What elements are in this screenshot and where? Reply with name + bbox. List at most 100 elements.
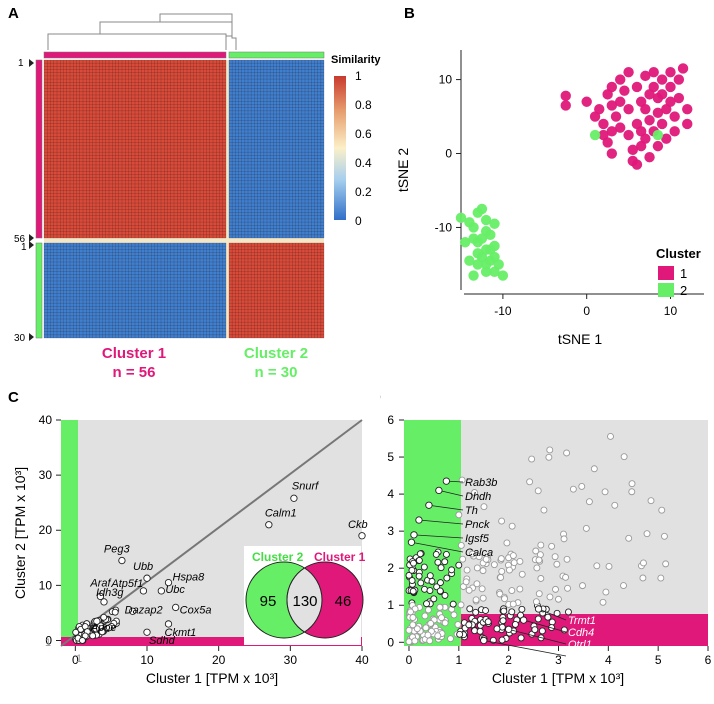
scatter-d-point <box>548 618 556 626</box>
scatter-d-point <box>420 563 428 571</box>
scatter-c-y-label: Cluster 2 [TPM x 10³] <box>12 467 28 599</box>
scatter-d-point <box>411 637 419 645</box>
panel-c-letter: C <box>8 389 19 406</box>
scatter-d-point <box>537 575 545 582</box>
tsne-point-cluster2 <box>589 129 601 141</box>
tsne-point-cluster2 <box>497 270 509 281</box>
scatter-d-point <box>503 539 511 547</box>
scatter-c-point <box>78 637 86 644</box>
scatter-d-point <box>500 607 508 615</box>
tsne-point-cluster1 <box>640 103 651 115</box>
scatter-d-point <box>605 563 613 570</box>
scatter-d-point <box>643 530 651 538</box>
scatter-d-point <box>479 567 487 575</box>
tsne-point-cluster1 <box>640 133 651 144</box>
scatter-d-point <box>548 542 556 550</box>
tsne-point-cluster2 <box>468 233 479 244</box>
tsne-y-label: tSNE 2 <box>395 148 411 193</box>
tsne-ticks: -10 0 10 10 0 -10 <box>435 73 678 318</box>
gene-leader-line <box>411 541 464 553</box>
gene-label-cdh4: Cdh4 <box>568 627 594 639</box>
scatter-d-point <box>516 585 524 593</box>
row-marker-30-arrow-icon <box>29 333 34 341</box>
panel-a: A 1 56 1 30 Similarity <box>8 5 381 381</box>
legend-label-cluster1: 1 <box>680 266 687 281</box>
scatter-d-point <box>417 579 425 587</box>
gene-leader-line <box>523 619 567 633</box>
colorbar-tick-0.6: 0.6 <box>355 127 372 141</box>
scatter-d-y-tick-label: 6 <box>387 413 394 427</box>
scatter-d-point <box>405 638 413 646</box>
scatter-d-point <box>546 446 554 454</box>
tsne-y-tick-label: -10 <box>435 220 453 234</box>
scatter-d-point <box>476 627 484 635</box>
scatter-c-point-snurf <box>290 494 298 502</box>
colorbar-tick-0.4: 0.4 <box>355 156 372 170</box>
scatter-d-point <box>442 550 450 558</box>
gene-label-dazap2: Dazap2 <box>125 604 163 616</box>
scatter-d-point <box>599 598 607 606</box>
scatter-d-point <box>426 572 434 580</box>
tsne-point-cluster1 <box>615 74 626 85</box>
gene-leader-line <box>438 490 464 497</box>
scatter-d-point <box>405 571 413 579</box>
scatter-c-point <box>111 608 119 616</box>
top-cluster2-bar <box>228 51 325 59</box>
scatter-d-point <box>569 485 577 493</box>
scatter-d-point <box>409 621 417 629</box>
scatter-d-point <box>471 489 478 496</box>
scatter-c-point-ubb <box>143 574 151 582</box>
tsne-point-cluster1 <box>656 118 668 130</box>
tsne-point-cluster1 <box>648 81 659 93</box>
scatter-d-point <box>562 573 570 581</box>
scatter-d-y-tick-label: 0 <box>387 635 394 649</box>
tsne-legend-title: Cluster <box>656 246 701 261</box>
tsne-point-cluster2 <box>455 212 467 224</box>
scatter-d-point <box>540 506 548 514</box>
scatter-d-point <box>544 613 552 621</box>
tsne-point-cluster2 <box>468 222 479 233</box>
gene-label-ckb: Ckb <box>348 519 368 531</box>
scatter-c-point-ckb <box>358 532 366 540</box>
gene-label-ckmt1: Ckmt1 <box>165 627 197 639</box>
scatter-d-point <box>457 601 465 609</box>
scatter-d-y-tick-label: 3 <box>387 524 394 538</box>
scatter-d-y-tick-label: 4 <box>387 487 394 501</box>
scatter-c-y-tick-label: 20 <box>39 523 53 537</box>
scatter-d-point <box>607 433 614 440</box>
scatter-c-point-araf <box>96 592 105 601</box>
scatter-c-point-atp5f1 <box>139 587 148 595</box>
gene-leader-line <box>538 608 567 621</box>
scatter-d-ticks: 0 1 2 3 4 5 6 6 5 4 3 2 1 0 <box>387 413 711 667</box>
scatter-d-point <box>449 600 457 608</box>
scatter-d-point <box>538 627 546 635</box>
colorbar-ticks: 1 0.8 0.6 0.4 0.2 0 <box>355 69 372 228</box>
gene-leader-line <box>418 519 464 525</box>
row-marker-1b-arrow-icon <box>29 241 34 249</box>
tsne-x-label: tSNE 1 <box>558 331 603 347</box>
scatter-d-point <box>430 595 438 603</box>
tsne-point-cluster1 <box>644 152 655 163</box>
scatter-d-x-label: Cluster 1 [TPM x 10³] <box>492 670 624 686</box>
panel-b-letter: B <box>404 5 415 22</box>
scatter-d-point <box>482 607 489 614</box>
scatter-d-point <box>409 587 417 595</box>
scatter-d-point <box>508 608 516 616</box>
gene-label-ubb: Ubb <box>133 561 153 573</box>
scatter-c-identity-line <box>60 419 363 647</box>
scatter-c-cluster2-zone <box>61 420 78 646</box>
scatter-d-x-tick-label: 4 <box>605 653 612 667</box>
row-marker-1-arrow-icon <box>29 59 34 67</box>
scatter-d-point <box>459 555 467 563</box>
scatter-d-point <box>535 556 543 564</box>
tsne-point-cluster1 <box>623 103 634 115</box>
scatter-d-point <box>441 591 449 599</box>
heatmap-gap-vertical <box>226 60 229 338</box>
tsne-point-cluster2 <box>485 229 496 241</box>
cluster2-count: n = 30 <box>255 364 298 381</box>
gene-label-cox5a: Cox5a <box>180 604 212 616</box>
scatter-c-x-tick-label: 20 <box>212 653 226 667</box>
scatter-d-point <box>582 524 590 532</box>
panel-d-letter: D <box>380 389 381 406</box>
top-cluster1-bar <box>43 51 227 59</box>
